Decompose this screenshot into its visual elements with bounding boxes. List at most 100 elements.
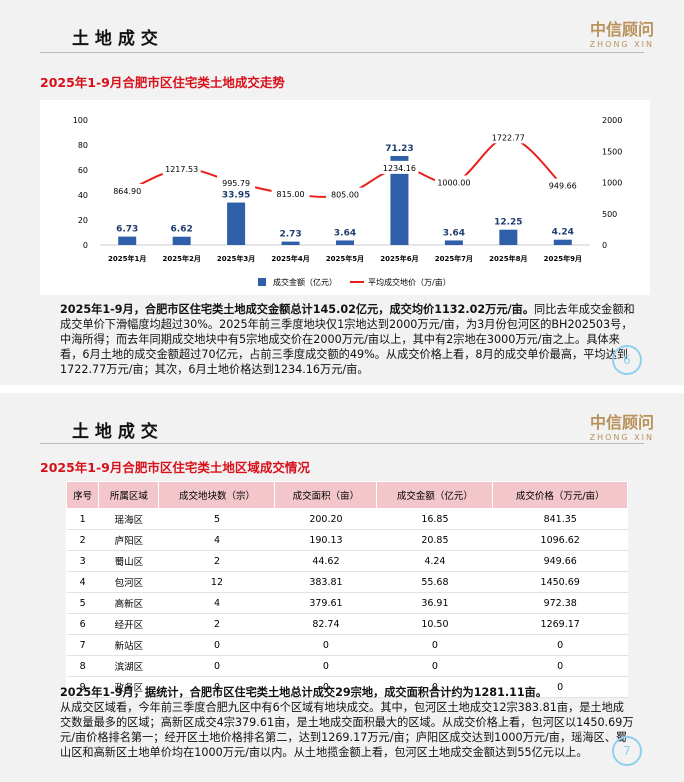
cell: 3	[66, 550, 99, 572]
data-label-group: 805.00	[326, 187, 364, 201]
summary: 2025年1-9月，合肥市区住宅类土地成交金额总计145.02亿元，成交均价11…	[60, 302, 635, 377]
x-tick-label: 2025年2月	[162, 254, 200, 263]
cell: 36.91	[376, 592, 493, 614]
cell: 0	[274, 676, 377, 698]
data-label: 3.64	[443, 228, 465, 238]
logo-sub: ZHONG XIN	[589, 40, 654, 49]
table-row: 6 经开区 2 82.74 10.50 1269.17	[66, 613, 628, 635]
data-label: 1217.53	[165, 165, 198, 174]
cell: 12	[158, 571, 275, 593]
cell: 0	[158, 676, 275, 698]
summary-text: 同比去年成交金额和成交单价下滑幅度均超过30%。2025年前三季度地块仅1宗地达…	[60, 303, 635, 376]
data-label: 1722.77	[492, 133, 525, 142]
header-row: 序号 所属区域 成交地块数（宗） 成交面积（亩） 成交金额（亿元） 成交价格（万元/亩）	[65, 481, 628, 509]
divider	[40, 443, 644, 444]
data-label-group: 1000.00	[434, 175, 473, 189]
cell: 0	[274, 634, 377, 656]
cell: 5	[66, 592, 99, 614]
cell: 841.35	[492, 508, 628, 530]
data-label: 1234.16	[383, 164, 416, 173]
cell: 200.20	[274, 508, 377, 530]
y-tick-label: 0	[83, 241, 88, 250]
cell: 1269.17	[492, 613, 628, 635]
bar	[444, 240, 463, 245]
cell: 4.24	[376, 550, 493, 572]
data-label: 6.62	[171, 225, 193, 235]
column-header: 成交面积（亩）	[274, 481, 378, 509]
cell: 庐阳区	[98, 529, 159, 551]
cell: 379.61	[274, 592, 377, 614]
legend-label: 平均成交地价（万/亩）	[368, 277, 451, 287]
logo: 中信顾问 ZHONG XIN	[590, 16, 654, 49]
table-row: 2 庐阳区 4 190.13 20.85 1096.62	[66, 529, 628, 551]
page-number: 7	[612, 736, 642, 766]
header: 土 地 成 交	[72, 29, 158, 49]
cell: 972.38	[492, 592, 628, 614]
x-tick-label: 2025年7月	[435, 254, 473, 263]
cell: 2	[158, 550, 275, 572]
cell: 10.50	[376, 613, 493, 635]
column-header: 成交地块数（宗）	[158, 481, 276, 509]
cell: 2	[158, 613, 275, 635]
y-tick-label: 80	[78, 141, 88, 150]
bar	[553, 239, 572, 245]
logo-sub: ZHONG XIN	[589, 433, 654, 442]
logo-text: 中信顾问	[589, 413, 654, 432]
cell: 蜀山区	[98, 550, 159, 572]
y-tick-label: 40	[78, 191, 88, 200]
bar	[390, 155, 409, 245]
bar	[499, 229, 518, 245]
data-label: 815.00	[277, 190, 305, 199]
table-row: 4 包河区 12 383.81 55.68 1450.69	[66, 571, 628, 593]
cell: 55.68	[376, 571, 493, 593]
cell: 8	[66, 655, 99, 677]
cell: 383.81	[274, 571, 377, 593]
cell: 0	[158, 655, 275, 677]
cell: 7	[66, 634, 99, 656]
data-label-group: 1234.16	[380, 160, 419, 174]
y2-tick-label: 1500	[602, 147, 622, 156]
y-tick-label: 20	[78, 216, 88, 225]
chart-title: 2025年1-9月合肥市区住宅类土地成交走势	[40, 75, 285, 90]
cell: 经开区	[98, 613, 159, 635]
cell: 4	[158, 529, 275, 551]
label-bg	[434, 175, 473, 189]
slide: 土 地 成 交 中信顾问 ZHONG XIN 2025年1-9月合肥市区住宅类土地…	[0, 393, 684, 782]
cell: 0	[492, 634, 628, 656]
cell: 949.66	[492, 550, 628, 572]
data-label: 995.79	[222, 179, 250, 188]
cell: 0	[158, 634, 275, 656]
table-title: 2025年1-9月合肥市区住宅类土地区域成交情况	[40, 460, 310, 475]
data-label: 3.64	[334, 228, 356, 238]
slide: 土 地 成 交 中信顾问 ZHONG XIN 2025年1-9月合肥市区住宅类土地…	[0, 0, 684, 385]
data-label: 2.73	[279, 230, 301, 240]
data-label-group: 1217.53	[162, 161, 201, 175]
column-header: 序号	[65, 481, 100, 509]
column-header: 成交价格（万元/亩）	[492, 481, 628, 509]
bar	[336, 240, 354, 245]
data-label-group: 949.66	[543, 178, 582, 192]
header: 土 地 成 交	[72, 422, 158, 442]
legend-swatch	[258, 278, 266, 286]
logo: 中信顾问 ZHONG XIN	[590, 409, 654, 442]
y2-tick-label: 1000	[602, 179, 622, 188]
table: 序号 所属区域 成交地块数（宗） 成交面积（亩） 成交金额（亿元） 成交价格（万元/亩） 1…	[65, 481, 628, 698]
data-label-group: 864.90	[108, 183, 147, 197]
label-bg	[380, 160, 419, 174]
x-tick-label: 2025年9月	[544, 254, 582, 263]
summary-bold: 2025年1-9月，据统计，合肥市区住宅类土地总计成交29宗地，成交面积合计约为…	[60, 686, 548, 699]
table-row: 3 蜀山区 2 44.62 4.24 949.66	[66, 550, 628, 572]
cell: 0	[492, 676, 628, 698]
cell: 2	[66, 529, 99, 551]
table-row: 8 滨湖区 0 0 0 0	[66, 655, 628, 677]
y-tick-label: 60	[78, 166, 88, 175]
cell: 9	[66, 676, 99, 698]
cell: 新站区	[98, 634, 159, 656]
cell: 政务区	[98, 676, 159, 698]
data-label: 1000.00	[437, 179, 470, 188]
label-bg	[162, 161, 201, 175]
data-label: 864.90	[113, 187, 141, 196]
column-header: 成交金额（亿元）	[376, 481, 494, 509]
